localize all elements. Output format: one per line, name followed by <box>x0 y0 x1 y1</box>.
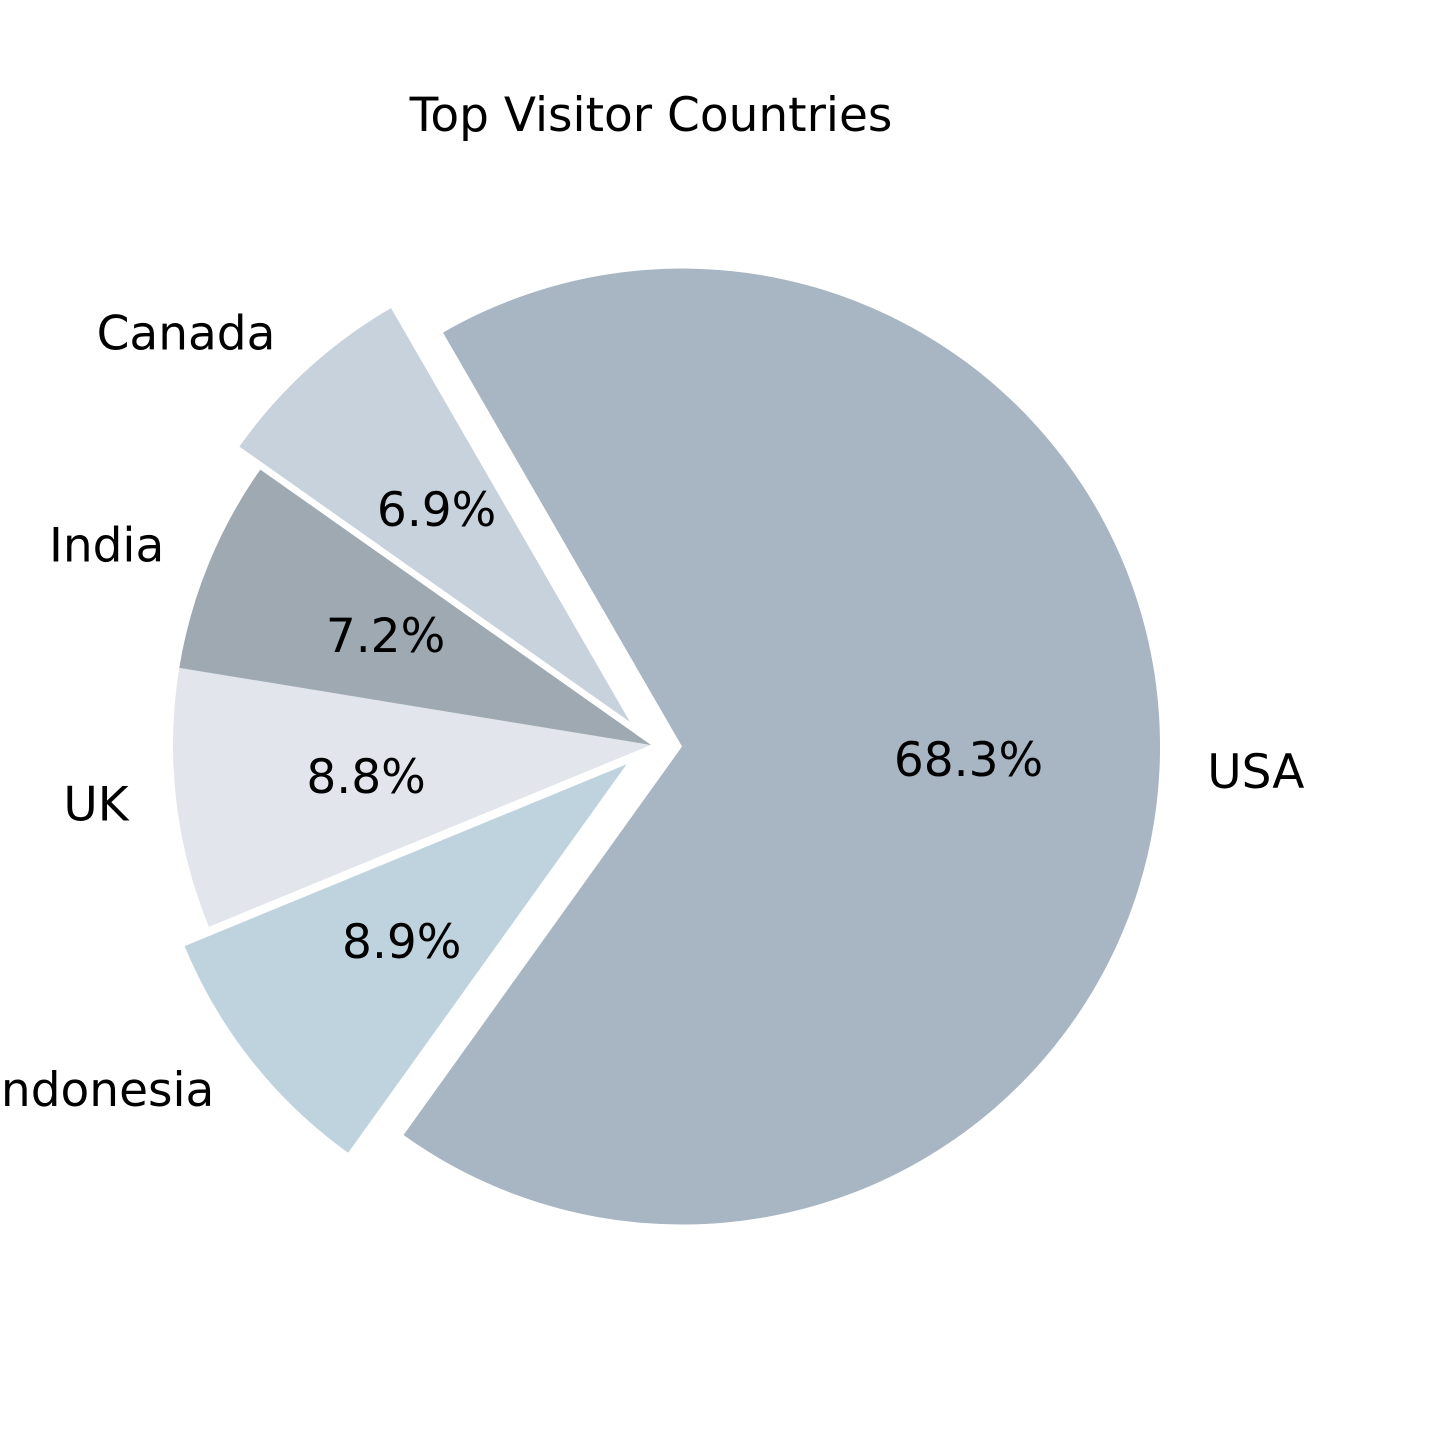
slice-category-label-indonesia: Indonesia <box>0 1063 214 1118</box>
slice-percent-label-uk: 8.8% <box>306 750 425 805</box>
chart-title: Top Visitor Countries <box>409 88 893 143</box>
slice-category-label-uk: UK <box>63 777 129 832</box>
pie-slice-indonesia <box>184 764 627 1153</box>
slice-category-label-usa: USA <box>1207 745 1304 800</box>
slice-category-label-india: India <box>49 519 164 574</box>
slice-percent-label-indonesia: 8.9% <box>342 915 461 970</box>
slices-layer <box>173 268 1161 1225</box>
pie-slice-usa <box>403 268 1161 1225</box>
slice-category-label-canada: Canada <box>97 306 276 361</box>
slice-percent-label-india: 7.2% <box>326 609 445 664</box>
slice-percent-label-usa: 68.3% <box>894 733 1043 788</box>
pie-slice-uk <box>173 667 652 927</box>
labels-layer: 68.3% USA 8.9% Indonesia 8.8% UK 7.2% India 6.9%… <box>0 306 1304 1118</box>
slice-percent-label-canada: 6.9% <box>377 483 496 538</box>
pie-slice-india <box>179 469 651 745</box>
pie-slice-canada <box>239 308 631 723</box>
